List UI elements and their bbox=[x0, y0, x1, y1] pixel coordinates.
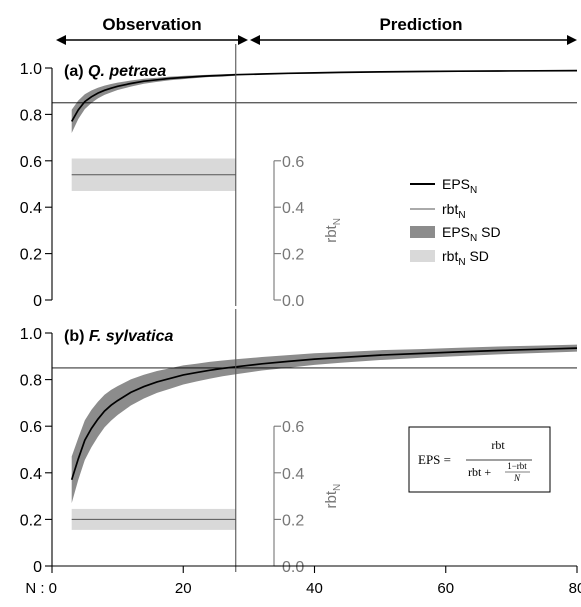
right-axis-label-main: rbt bbox=[323, 224, 340, 242]
legend-rbt-sd-swatch bbox=[410, 250, 435, 262]
right-tick-label: 0.6 bbox=[282, 419, 304, 436]
y-tick-label: 0.2 bbox=[20, 247, 42, 264]
panel-label-prefix: (b) bbox=[64, 328, 89, 345]
right-tick-label: 0.4 bbox=[282, 200, 304, 217]
right-tick-label: 0.0 bbox=[282, 559, 304, 576]
x-tick-label: N : 0 bbox=[25, 580, 57, 597]
panel-label-species: F. sylvatica bbox=[89, 328, 174, 345]
x-tick-label: 60 bbox=[437, 580, 454, 597]
observation-label: Observation bbox=[102, 15, 201, 34]
observation-arrow-right-head bbox=[238, 35, 248, 45]
header: Observation Prediction bbox=[56, 15, 577, 45]
formula-den-left: rbt + bbox=[468, 465, 491, 479]
formula-numerator: rbt bbox=[491, 438, 505, 452]
x-tick-label: 40 bbox=[306, 580, 323, 597]
right-tick-label: 0.2 bbox=[282, 512, 304, 529]
right-tick-label: 0.4 bbox=[282, 466, 304, 483]
formula-den-denominator: N bbox=[513, 473, 521, 483]
formula-frame bbox=[408, 426, 551, 493]
panel-label: (a) Q. petraea bbox=[64, 63, 166, 80]
observation-arrow-left-head bbox=[56, 35, 66, 45]
y-tick-label: 0.4 bbox=[20, 466, 42, 483]
right-axis-label: rbtN bbox=[323, 218, 343, 243]
y-tick-label: 1.0 bbox=[20, 61, 42, 78]
legend-eps-label: EPSN bbox=[442, 176, 477, 196]
right-tick-label: 0.2 bbox=[282, 247, 304, 264]
right-axis-label-sub: N bbox=[332, 218, 343, 225]
prediction-label: Prediction bbox=[379, 15, 462, 34]
x-tick-label: 20 bbox=[175, 580, 192, 597]
legend-rbt-sd-label: rbtN SD bbox=[442, 248, 489, 268]
formula-den-numerator: 1−rbt bbox=[507, 461, 527, 471]
eps-sd-band bbox=[71, 73, 236, 133]
right-tick-label: 0.6 bbox=[282, 154, 304, 171]
prediction-arrow-left-head bbox=[250, 35, 260, 45]
y-tick-label: 0 bbox=[33, 559, 42, 576]
right-axis-label-sub: N bbox=[332, 484, 343, 491]
y-tick-label: 0.6 bbox=[20, 154, 42, 171]
x-axis: N : 0 20 40 60 80 bbox=[25, 565, 581, 597]
eps-mean-line bbox=[70, 69, 578, 122]
panel-a-q-petraea: 0 0.2 0.4 0.6 0.8 1.0 0.0 0.2 0.4 0.6 rbtN (a) Q. p… bbox=[20, 44, 578, 310]
formula-lhs: EPS = bbox=[418, 452, 451, 467]
right-axis-label-main: rbt bbox=[323, 490, 340, 508]
panel-label-species: Q. petraea bbox=[88, 63, 166, 80]
eps-formula-box: EPS = rbt rbt + 1−rbt N bbox=[408, 426, 551, 493]
x-tick-label: 80 bbox=[569, 580, 581, 597]
legend: EPSN rbtN EPSN SD rbtN SD bbox=[410, 176, 501, 268]
y-tick-label: 1.0 bbox=[20, 326, 42, 343]
legend-eps-sd-label: EPSN SD bbox=[442, 224, 501, 244]
legend-rbt-label: rbtN bbox=[442, 201, 466, 221]
eps-mean-line bbox=[70, 347, 578, 481]
y-tick-label: 0.6 bbox=[20, 419, 42, 436]
panel-label-prefix: (a) bbox=[64, 63, 88, 80]
prediction-arrow-right-head bbox=[567, 35, 577, 45]
legend-eps-sd-swatch bbox=[410, 226, 435, 238]
right-axis-label: rbtN bbox=[323, 484, 343, 509]
y-tick-label: 0.2 bbox=[20, 512, 42, 529]
y-tick-label: 0.8 bbox=[20, 107, 42, 124]
y-tick-label: 0.8 bbox=[20, 373, 42, 390]
y-tick-label: 0.4 bbox=[20, 200, 42, 217]
panel-label: (b) F. sylvatica bbox=[64, 328, 173, 345]
y-tick-label: 0 bbox=[33, 293, 42, 310]
right-tick-label: 0.0 bbox=[282, 293, 304, 310]
